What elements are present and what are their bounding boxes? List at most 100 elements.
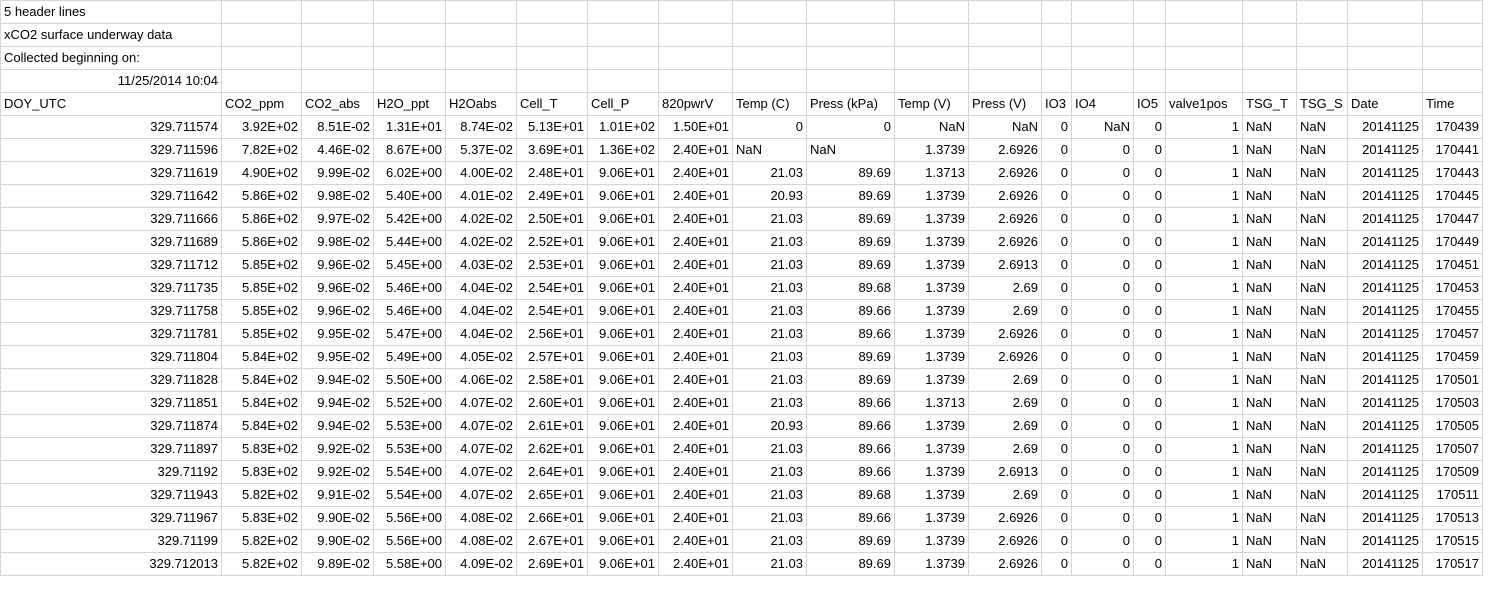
column-header[interactable]: H2Oabs [445,92,517,116]
table-cell[interactable]: 89.66 [806,322,895,346]
table-cell[interactable]: 1 [1165,207,1243,231]
cell[interactable]: xCO2 surface underway data [0,23,222,47]
table-cell[interactable]: 20.93 [732,414,807,438]
table-cell[interactable]: 5.83E+02 [221,506,302,530]
table-cell[interactable]: 2.57E+01 [516,345,588,369]
table-cell[interactable]: NaN [1296,506,1348,530]
table-cell[interactable]: 89.69 [806,161,895,185]
table-cell[interactable]: 3.69E+01 [516,138,588,162]
cell[interactable] [732,23,807,47]
cell[interactable] [301,46,374,70]
cell[interactable] [1165,0,1243,24]
table-cell[interactable]: 5.44E+00 [373,230,446,254]
table-cell[interactable]: 5.82E+02 [221,529,302,553]
table-cell[interactable]: 89.66 [806,460,895,484]
table-cell[interactable]: 0 [1041,230,1072,254]
table-cell[interactable]: 4.07E-02 [445,414,517,438]
table-cell[interactable]: 1 [1165,437,1243,461]
table-cell[interactable]: 0 [1071,414,1134,438]
table-cell[interactable]: NaN [1296,230,1348,254]
table-cell[interactable]: 1 [1165,529,1243,553]
table-cell[interactable]: 0 [1041,391,1072,415]
cell[interactable] [806,23,895,47]
table-cell[interactable]: 0 [1071,253,1134,277]
table-cell[interactable]: 9.06E+01 [587,230,659,254]
table-cell[interactable]: 329.711689 [0,230,222,254]
table-cell[interactable]: 20141125 [1347,368,1423,392]
table-cell[interactable]: NaN [894,115,969,139]
table-cell[interactable]: 0 [1071,529,1134,553]
column-header[interactable]: Temp (C) [732,92,807,116]
table-cell[interactable]: 2.69 [968,391,1042,415]
table-cell[interactable]: 9.96E-02 [301,253,374,277]
table-cell[interactable]: 329.711735 [0,276,222,300]
table-cell[interactable]: 1 [1165,368,1243,392]
table-cell[interactable]: 2.40E+01 [658,138,733,162]
table-cell[interactable]: 4.04E-02 [445,299,517,323]
table-cell[interactable]: 4.07E-02 [445,437,517,461]
column-header[interactable]: Press (V) [968,92,1042,116]
table-cell[interactable]: 170459 [1422,345,1483,369]
table-cell[interactable]: 5.54E+00 [373,483,446,507]
table-cell[interactable]: 5.84E+02 [221,391,302,415]
table-cell[interactable]: NaN [1242,322,1297,346]
table-cell[interactable]: 20.93 [732,184,807,208]
table-cell[interactable]: 170513 [1422,506,1483,530]
table-cell[interactable]: NaN [1296,460,1348,484]
table-cell[interactable]: 89.66 [806,506,895,530]
table-cell[interactable]: NaN [1242,115,1297,139]
column-header[interactable]: 820pwrV [658,92,733,116]
table-cell[interactable]: 1.3739 [894,253,969,277]
cell[interactable] [373,46,446,70]
table-cell[interactable]: 2.40E+01 [658,207,733,231]
table-cell[interactable]: 0 [1133,207,1166,231]
table-cell[interactable]: 0 [1071,207,1134,231]
table-cell[interactable]: 5.53E+00 [373,437,446,461]
table-cell[interactable]: 9.98E-02 [301,230,374,254]
table-cell[interactable]: 9.90E-02 [301,529,374,553]
table-cell[interactable]: 4.05E-02 [445,345,517,369]
table-cell[interactable]: 5.85E+02 [221,322,302,346]
table-cell[interactable]: 329.711619 [0,161,222,185]
table-cell[interactable]: NaN [1296,483,1348,507]
table-cell[interactable]: 0 [1071,138,1134,162]
table-cell[interactable]: 170507 [1422,437,1483,461]
table-cell[interactable]: 20141125 [1347,207,1423,231]
table-cell[interactable]: 20141125 [1347,115,1423,139]
table-cell[interactable]: 1.36E+02 [587,138,659,162]
table-cell[interactable]: 9.06E+01 [587,368,659,392]
cell[interactable] [806,46,895,70]
table-cell[interactable]: 9.95E-02 [301,322,374,346]
cell[interactable] [968,69,1042,93]
table-cell[interactable]: 89.68 [806,276,895,300]
table-cell[interactable]: 1 [1165,230,1243,254]
table-cell[interactable]: 89.69 [806,552,895,576]
table-cell[interactable]: 9.91E-02 [301,483,374,507]
table-cell[interactable]: 21.03 [732,460,807,484]
table-cell[interactable]: 2.64E+01 [516,460,588,484]
table-cell[interactable]: 2.6913 [968,460,1042,484]
table-cell[interactable]: 170455 [1422,299,1483,323]
table-cell[interactable]: 3.92E+02 [221,115,302,139]
table-cell[interactable]: 170441 [1422,138,1483,162]
table-cell[interactable]: 2.40E+01 [658,184,733,208]
cell[interactable] [1296,0,1348,24]
table-cell[interactable]: NaN [1242,460,1297,484]
cell[interactable] [658,69,733,93]
table-cell[interactable]: 9.99E-02 [301,161,374,185]
cell[interactable] [1165,23,1243,47]
table-cell[interactable]: 1.3739 [894,276,969,300]
table-cell[interactable]: 0 [1071,276,1134,300]
table-cell[interactable]: 0 [1041,138,1072,162]
cell[interactable] [894,0,969,24]
table-cell[interactable]: 5.53E+00 [373,414,446,438]
table-cell[interactable]: NaN [1296,414,1348,438]
cell[interactable] [1422,69,1483,93]
table-cell[interactable]: 1.50E+01 [658,115,733,139]
table-cell[interactable]: 1.3739 [894,322,969,346]
table-cell[interactable]: 2.40E+01 [658,460,733,484]
table-cell[interactable]: 1.3739 [894,529,969,553]
table-cell[interactable]: 0 [806,115,895,139]
table-cell[interactable]: 1 [1165,414,1243,438]
table-cell[interactable]: 89.69 [806,207,895,231]
